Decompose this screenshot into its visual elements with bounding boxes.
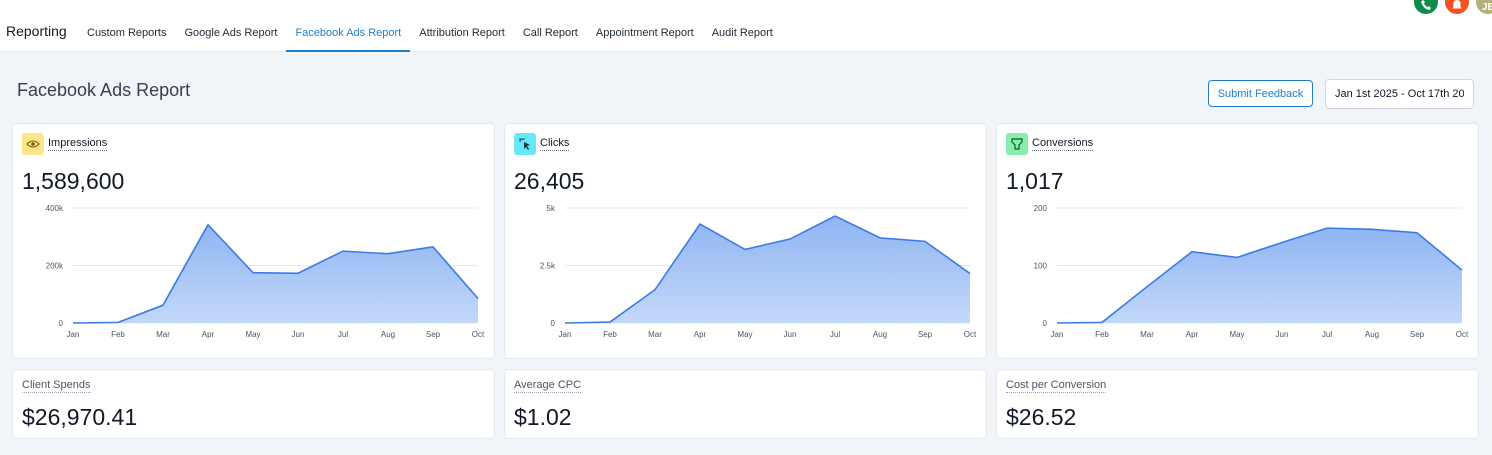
series-line [72, 223, 479, 324]
x-tick-label: Sep [918, 330, 933, 339]
impressions-value: 1,589,600 [22, 168, 125, 194]
x-tick-label: Jun [292, 330, 305, 339]
y-tick-label: 100 [1034, 262, 1048, 271]
series-area [565, 216, 970, 323]
average-cpc-card: Average CPC $1.02 [505, 370, 986, 438]
impressions-chart: 0 200k 400k Jan Feb Mar Apr May Jun Jul Aug Sep Oct [46, 204, 485, 339]
x-tick-label: Oct [472, 330, 485, 339]
tab-audit-report[interactable]: Audit Report [711, 27, 773, 39]
impressions-card: Impressions 1,589,600 0 200k 400k Jan Feb Mar… [13, 124, 494, 358]
x-tick-label: Sep [426, 330, 441, 339]
conversions-card: Conversions 1,017 0 100 200 Jan Feb Mar Apr May… [997, 124, 1478, 358]
x-tick-label: Jul [338, 330, 348, 339]
x-tick-label: Apr [202, 330, 215, 339]
x-tick-label: Jan [1051, 330, 1064, 339]
cost-per-conversion-value: $26.52 [1006, 404, 1077, 430]
avatar-initials: JE [1481, 1, 1492, 13]
average-cpc-label[interactable]: Average CPC [514, 379, 582, 393]
client-spends-label[interactable]: Client Spends [22, 379, 91, 393]
page-title: Facebook Ads Report [17, 80, 191, 100]
top-navigation: Reporting Custom Reports Google Ads Repo… [0, 0, 1492, 52]
x-tick-label: May [245, 330, 260, 339]
tab-attribution-report[interactable]: Attribution Report [419, 27, 505, 39]
series-line [564, 215, 971, 324]
user-avatar[interactable]: JE [1476, 0, 1492, 14]
tab-facebook-ads-report[interactable]: Facebook Ads Report [286, 14, 411, 52]
x-tick-label: Aug [381, 330, 395, 339]
x-tick-label: Jul [1322, 330, 1332, 339]
clicks-chart: 0 2.5k 5k Jan Feb Mar Apr May Jun Jul Aug Sep Oct [540, 204, 977, 339]
client-spends-value: $26,970.41 [22, 404, 138, 430]
x-tick-label: Jun [784, 330, 797, 339]
funnel-icon [1006, 133, 1028, 155]
x-tick-label: Jun [1276, 330, 1289, 339]
x-tick-label: Sep [1410, 330, 1425, 339]
submit-feedback-button[interactable]: Submit Feedback [1208, 80, 1313, 107]
x-tick-label: Mar [1140, 330, 1154, 339]
date-range-picker[interactable] [1325, 79, 1474, 109]
conversions-value: 1,017 [1006, 168, 1064, 194]
series-line [1056, 227, 1463, 324]
impressions-label[interactable]: Impressions [48, 137, 108, 151]
x-tick-label: Mar [648, 330, 662, 339]
cost-per-conversion-card: Cost per Conversion $26.52 [997, 370, 1478, 438]
x-tick-label: May [1229, 330, 1244, 339]
x-tick-label: Feb [111, 330, 125, 339]
x-tick-label: Jan [67, 330, 80, 339]
series-area [73, 224, 478, 323]
y-tick-label: 2.5k [540, 262, 556, 271]
y-tick-label: 400k [46, 204, 64, 213]
tab-call-report[interactable]: Call Report [522, 27, 578, 39]
clicks-value: 26,405 [514, 168, 585, 194]
x-tick-label: Apr [1186, 330, 1199, 339]
series-area [1057, 228, 1462, 323]
x-tick-label: Jul [830, 330, 840, 339]
conversions-chart: 0 100 200 Jan Feb Mar Apr May Jun Jul Aug Sep Oct [1034, 204, 1469, 339]
conversions-label[interactable]: Conversions [1032, 137, 1094, 151]
app-title: Reporting [6, 23, 67, 39]
y-tick-label: 0 [59, 319, 64, 328]
y-tick-label: 200k [46, 262, 64, 271]
bell-icon[interactable] [1445, 0, 1469, 14]
x-tick-label: May [737, 330, 752, 339]
y-tick-label: 0 [551, 319, 556, 328]
average-cpc-value: $1.02 [514, 404, 572, 430]
tab-custom-reports[interactable]: Custom Reports [87, 27, 167, 39]
phone-icon[interactable] [1414, 0, 1438, 14]
x-tick-label: Feb [603, 330, 617, 339]
clicks-label[interactable]: Clicks [540, 137, 570, 151]
x-tick-label: Feb [1095, 330, 1109, 339]
report-tabs: Custom Reports Google Ads Report Faceboo… [78, 14, 782, 52]
eye-icon [22, 133, 44, 155]
y-tick-label: 200 [1034, 204, 1048, 213]
y-tick-label: 5k [547, 204, 556, 213]
x-tick-label: Aug [1365, 330, 1379, 339]
x-tick-label: Aug [873, 330, 887, 339]
x-tick-label: Mar [156, 330, 170, 339]
x-tick-label: Oct [1456, 330, 1469, 339]
y-tick-label: 0 [1043, 319, 1048, 328]
clicks-card: Clicks 26,405 0 2.5k 5k Jan Feb Mar Apr May Jun J… [505, 124, 986, 358]
x-tick-label: Oct [964, 330, 977, 339]
x-tick-label: Jan [559, 330, 572, 339]
tab-appointment-report[interactable]: Appointment Report [595, 27, 694, 39]
x-tick-label: Apr [694, 330, 707, 339]
tab-google-ads-report[interactable]: Google Ads Report [184, 27, 278, 39]
client-spends-card: Client Spends $26,970.41 [13, 370, 494, 438]
cost-per-conversion-label[interactable]: Cost per Conversion [1006, 379, 1107, 393]
cursor-click-icon [514, 133, 536, 155]
